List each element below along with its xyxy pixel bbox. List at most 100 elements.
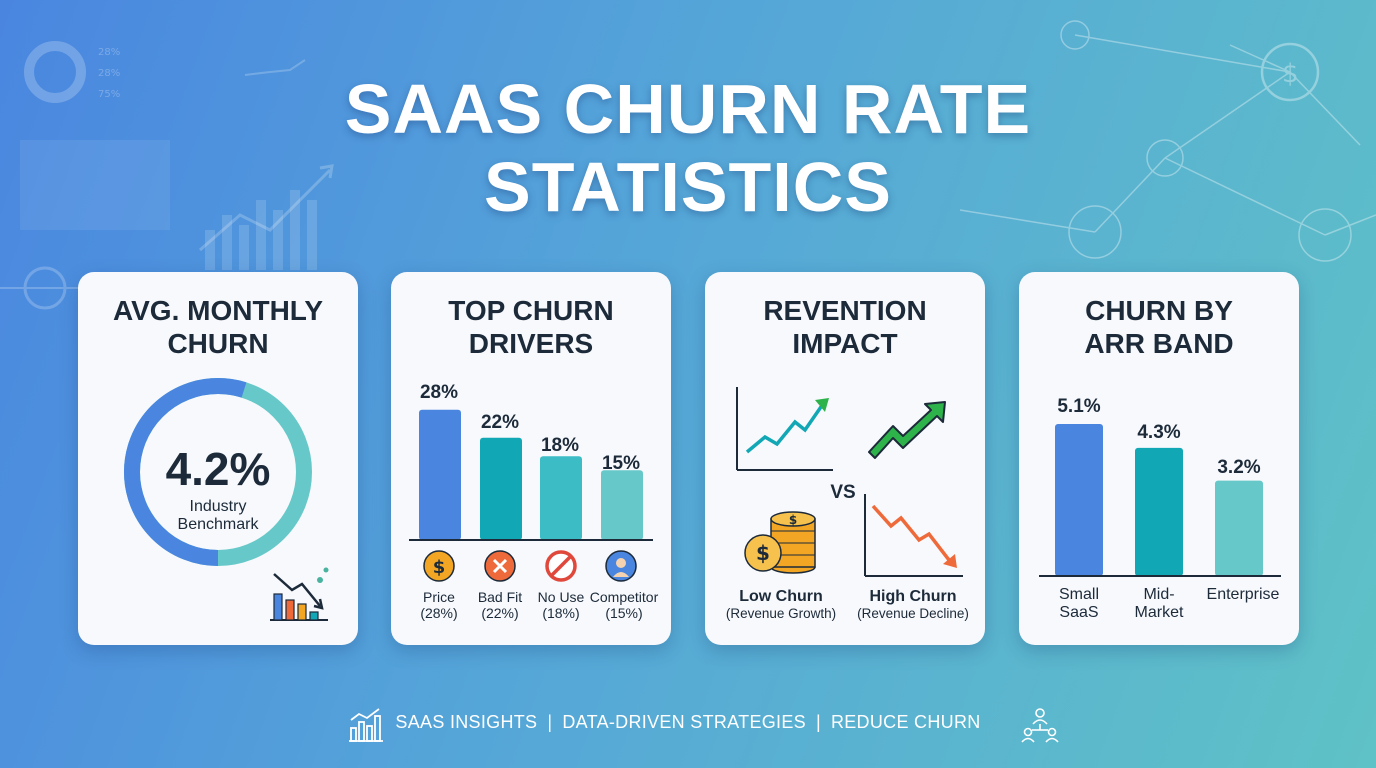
drivers-bar-3 <box>601 470 643 540</box>
drivers-value-label-0: 28% <box>419 382 459 403</box>
footer-separator-2: | <box>815 712 821 732</box>
revenue-title-line1: REVENTION <box>763 295 927 326</box>
drivers-value-label-2: 18% <box>540 435 580 456</box>
low-churn-subtitle: (Revenue Growth) <box>725 606 837 621</box>
arr-category-0: Small SaaS <box>1039 586 1119 622</box>
arr-category-1-line2: Market <box>1134 604 1184 621</box>
bg-user-node-icon <box>1298 208 1352 262</box>
arr-title-line2: ARR BAND <box>1084 328 1234 359</box>
drivers-bar-chart: $ <box>409 409 653 582</box>
footer-separator-1: | <box>547 712 553 732</box>
avg-churn-caption-line2: Benchmark <box>177 516 259 533</box>
footer-item-saas-insights: SAAS INSIGHTS <box>395 712 538 732</box>
drivers-title-line1: TOP CHURN <box>448 295 614 326</box>
x-mark-icon <box>484 550 516 582</box>
drivers-title-line2: DRIVERS <box>468 328 594 359</box>
revenue-illustrations: $ $ <box>736 387 963 577</box>
svg-text:$: $ <box>789 513 797 527</box>
drivers-category-0: Price (28%) <box>403 589 475 621</box>
drivers-category-3: Competitor (15%) <box>583 589 665 621</box>
arr-bar-0 <box>1055 424 1103 576</box>
avg-monthly-churn-card: AVG. MONTHLY CHURN 4.2% Industry Benchma… <box>78 272 358 645</box>
avg-churn-value: 4.2% <box>165 443 271 495</box>
bg-text-2: 28% <box>98 68 120 79</box>
footer-item-reduce-churn: REDUCE CHURN <box>830 712 981 732</box>
drivers-bar-1 <box>480 437 522 540</box>
arr-value-label-1: 4.3% <box>1137 422 1181 443</box>
bg-team-node-icon <box>1068 205 1122 259</box>
team-network-icon <box>1021 708 1059 743</box>
footer-tagline: SAAS INSIGHTS | DATA-DRIVEN STRATEGIES | RED… <box>0 712 1376 733</box>
arr-category-2-line1: Enterprise <box>1206 586 1280 603</box>
arr-category-0-line2: SaaS <box>1059 604 1099 621</box>
arr-card-title: CHURN BY ARR BAND <box>1019 294 1299 360</box>
donut-segment-blue <box>124 378 219 566</box>
high-churn-title: High Churn <box>869 588 957 605</box>
high-churn-label: High Churn (Revenue Decline) <box>845 588 981 622</box>
high-churn-subtitle: (Revenue Decline) <box>857 606 969 621</box>
drivers-category-3-name: Competitor <box>589 589 659 605</box>
arr-value-label-0: 5.1% <box>1057 396 1101 417</box>
bg-chart-node-icon <box>1060 20 1090 50</box>
revenue-impact-card: REVENTION IMPACT $ $ <box>705 272 985 645</box>
growth-line-chart-icon <box>736 387 833 471</box>
bg-pie-icon <box>23 266 67 310</box>
avg-churn-caption: Industry Benchmark <box>78 498 358 534</box>
bg-globe-node-icon <box>1146 139 1184 177</box>
arr-category-1-line1: Mid- <box>1143 586 1175 603</box>
churn-by-arr-band-card: CHURN BY ARR BAND 5.1% 4.3% 3.2% Small S… <box>1019 272 1299 645</box>
low-churn-label: Low Churn (Revenue Growth) <box>713 588 849 622</box>
avg-churn-title-line2: CHURN <box>167 328 269 359</box>
arr-bar-1 <box>1135 447 1183 576</box>
drivers-category-1-name: Bad Fit <box>477 589 523 605</box>
bg-donut-icon <box>24 41 86 103</box>
dollar-coin-icon: $ <box>423 550 455 582</box>
drivers-card-title: TOP CHURN DRIVERS <box>391 294 671 360</box>
arr-category-0-line1: Small <box>1058 586 1099 603</box>
green-up-arrow-icon <box>868 401 946 459</box>
coin-stack-icon: $ $ <box>744 511 816 574</box>
drivers-value-label-3: 15% <box>601 453 641 474</box>
arr-category-1: Mid- Market <box>1119 586 1199 622</box>
vs-label: VS <box>830 482 856 503</box>
declining-bar-chart-icon <box>270 567 329 621</box>
arr-bar-2 <box>1215 480 1263 576</box>
person-icon <box>605 550 637 582</box>
svg-text:$: $ <box>1282 59 1299 89</box>
drivers-category-0-pct: (28%) <box>420 605 458 621</box>
avg-churn-caption-line1: Industry <box>189 498 247 515</box>
bg-trend-line <box>199 168 332 252</box>
drivers-category-2: No Use (18%) <box>525 589 597 621</box>
arr-value-label-2: 3.2% <box>1217 457 1261 478</box>
decline-line-chart-icon <box>864 494 963 577</box>
insights-chart-icon <box>349 708 383 742</box>
drivers-category-3-pct: (15%) <box>605 605 643 621</box>
drivers-category-0-name: Price <box>423 589 455 605</box>
svg-text:$: $ <box>433 557 446 578</box>
drivers-value-label-1: 22% <box>480 412 520 433</box>
bg-text-1: 28% <box>98 47 120 58</box>
page-title-line2: STATISTICS <box>484 148 892 226</box>
page-title-line1: SAAS CHURN RATE <box>344 70 1032 148</box>
avg-churn-donut <box>124 377 329 621</box>
drivers-bar-0 <box>419 409 461 540</box>
no-entry-icon <box>545 550 577 582</box>
arr-bar-chart <box>1039 424 1281 577</box>
drivers-category-2-name: No Use <box>537 589 585 605</box>
bg-text-3: 75% <box>98 89 120 100</box>
revenue-title-line2: IMPACT <box>792 328 898 359</box>
drivers-category-1-pct: (22%) <box>481 605 519 621</box>
drivers-category-2-pct: (18%) <box>542 605 580 621</box>
avg-churn-card-title: AVG. MONTHLY CHURN <box>78 294 358 360</box>
svg-text:$: $ <box>756 541 770 565</box>
top-churn-drivers-card: TOP CHURN DRIVERS $ 28% 22% 18% 15% Pric… <box>391 272 671 645</box>
page-title: SAAS CHURN RATE STATISTICS <box>0 70 1376 226</box>
bg-dollar-node-icon <box>1260 42 1320 102</box>
low-churn-title: Low Churn <box>739 588 823 605</box>
footer-item-data-driven: DATA-DRIVEN STRATEGIES <box>562 712 806 732</box>
arr-category-2: Enterprise <box>1195 586 1291 604</box>
revenue-card-title: REVENTION IMPACT <box>705 294 985 360</box>
drivers-bar-2 <box>540 456 582 540</box>
drivers-category-1: Bad Fit (22%) <box>464 589 536 621</box>
